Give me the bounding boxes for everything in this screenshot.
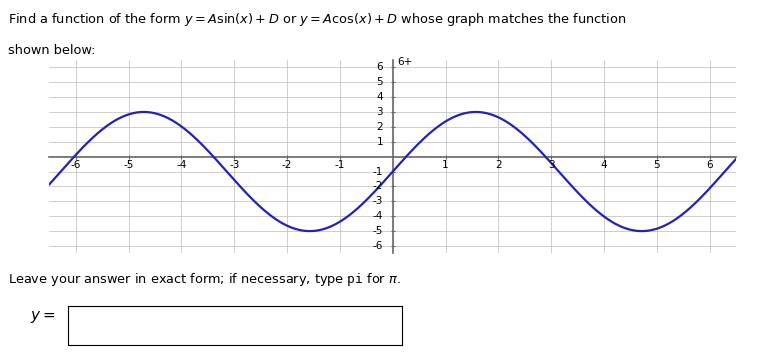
Text: -2: -2 [373, 181, 383, 191]
Text: 4: 4 [376, 92, 383, 102]
Text: -4: -4 [176, 160, 187, 170]
Text: 1: 1 [442, 160, 449, 170]
Text: -1: -1 [373, 166, 383, 177]
Text: shown below:: shown below: [8, 44, 95, 57]
Text: 2: 2 [376, 122, 383, 132]
Text: 6+: 6+ [397, 57, 412, 67]
Text: -2: -2 [282, 160, 292, 170]
Text: -3: -3 [229, 160, 239, 170]
Text: Find a function of the form $y = A\sin(x) + D$ or $y = A\cos(x) + D$ whose graph: Find a function of the form $y = A\sin(x… [8, 11, 625, 27]
Text: 5: 5 [653, 160, 660, 170]
Text: -1: -1 [335, 160, 345, 170]
Text: $y =$: $y =$ [30, 309, 56, 325]
Text: -5: -5 [124, 160, 134, 170]
Text: Leave your answer in exact form; if necessary, type $\mathtt{pi}$ for $\pi$.: Leave your answer in exact form; if nece… [8, 271, 401, 288]
Text: 3: 3 [548, 160, 555, 170]
Text: 4: 4 [601, 160, 607, 170]
Text: 2: 2 [495, 160, 502, 170]
Text: -6: -6 [373, 241, 383, 251]
Text: -4: -4 [373, 211, 383, 221]
Text: 5: 5 [376, 77, 383, 87]
Text: -6: -6 [71, 160, 81, 170]
Text: 6: 6 [707, 160, 713, 170]
Text: 1: 1 [376, 137, 383, 147]
Text: -3: -3 [373, 196, 383, 206]
Text: 3: 3 [376, 107, 383, 117]
Text: -5: -5 [373, 226, 383, 236]
Text: 6: 6 [376, 62, 383, 72]
